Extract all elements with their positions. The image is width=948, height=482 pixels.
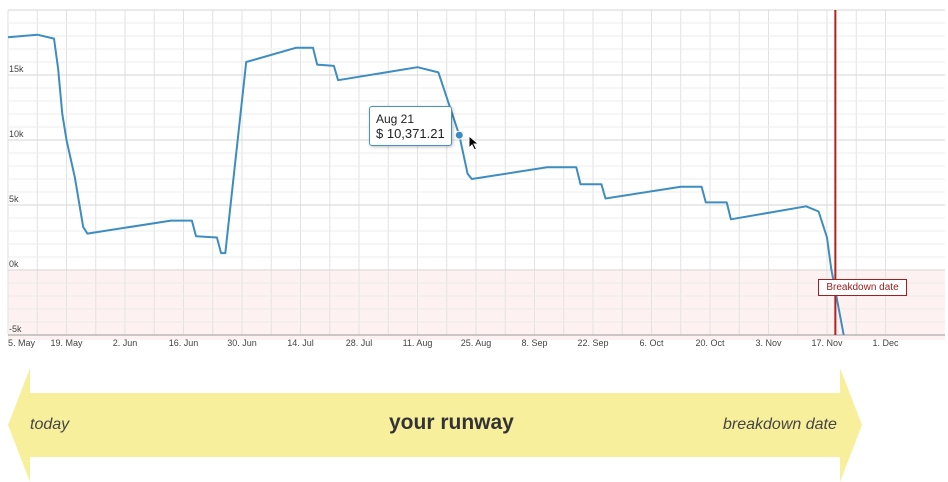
x-tick-label: 16. Jun	[169, 338, 199, 348]
hover-point-marker[interactable]	[455, 131, 463, 139]
y-tick-label: 15k	[9, 64, 24, 74]
runway-breakdown-label: breakdown date	[723, 416, 837, 434]
y-tick-label: 0k	[9, 259, 19, 269]
x-tick-label: 6. Oct	[639, 338, 664, 348]
runway-chart: -5k 0k 5k 10k 15k 5. May 19. May 2. Jun 16. Jun…	[0, 0, 948, 360]
x-tick-label: 14. Jul	[287, 338, 314, 348]
y-tick-label: 10k	[9, 129, 24, 139]
y-tick-label: -5k	[9, 324, 22, 334]
tooltip-date: Aug 21	[376, 112, 451, 126]
runway-title: your runway	[389, 411, 514, 435]
mouse-pointer-icon	[468, 135, 480, 151]
tooltip-value: $ 10,371.21	[376, 126, 451, 142]
y-tick-label: 5k	[9, 194, 19, 204]
x-tick-label: 19. May	[50, 338, 83, 348]
x-tick-label: 20. Oct	[695, 338, 725, 348]
breakdown-date-label: Breakdown date	[818, 279, 907, 296]
x-tick-label: 1. Dec	[872, 338, 899, 348]
point-tooltip: Aug 21 $ 10,371.21	[369, 106, 452, 146]
x-tick-label: 30. Jun	[227, 338, 257, 348]
runway-today-label: today	[30, 416, 69, 434]
x-tick-label: 25. Aug	[461, 338, 492, 348]
x-tick-label: 3. Nov	[755, 338, 782, 348]
x-tick-label: 5. May	[8, 338, 36, 348]
x-tick-label: 8. Sep	[521, 338, 547, 348]
x-tick-label: 22. Sep	[577, 338, 608, 348]
x-tick-label: 17. Nov	[811, 338, 843, 348]
x-tick-label: 28. Jul	[346, 338, 373, 348]
x-tick-label: 2. Jun	[113, 338, 138, 348]
x-tick-label: 11. Aug	[403, 338, 433, 348]
